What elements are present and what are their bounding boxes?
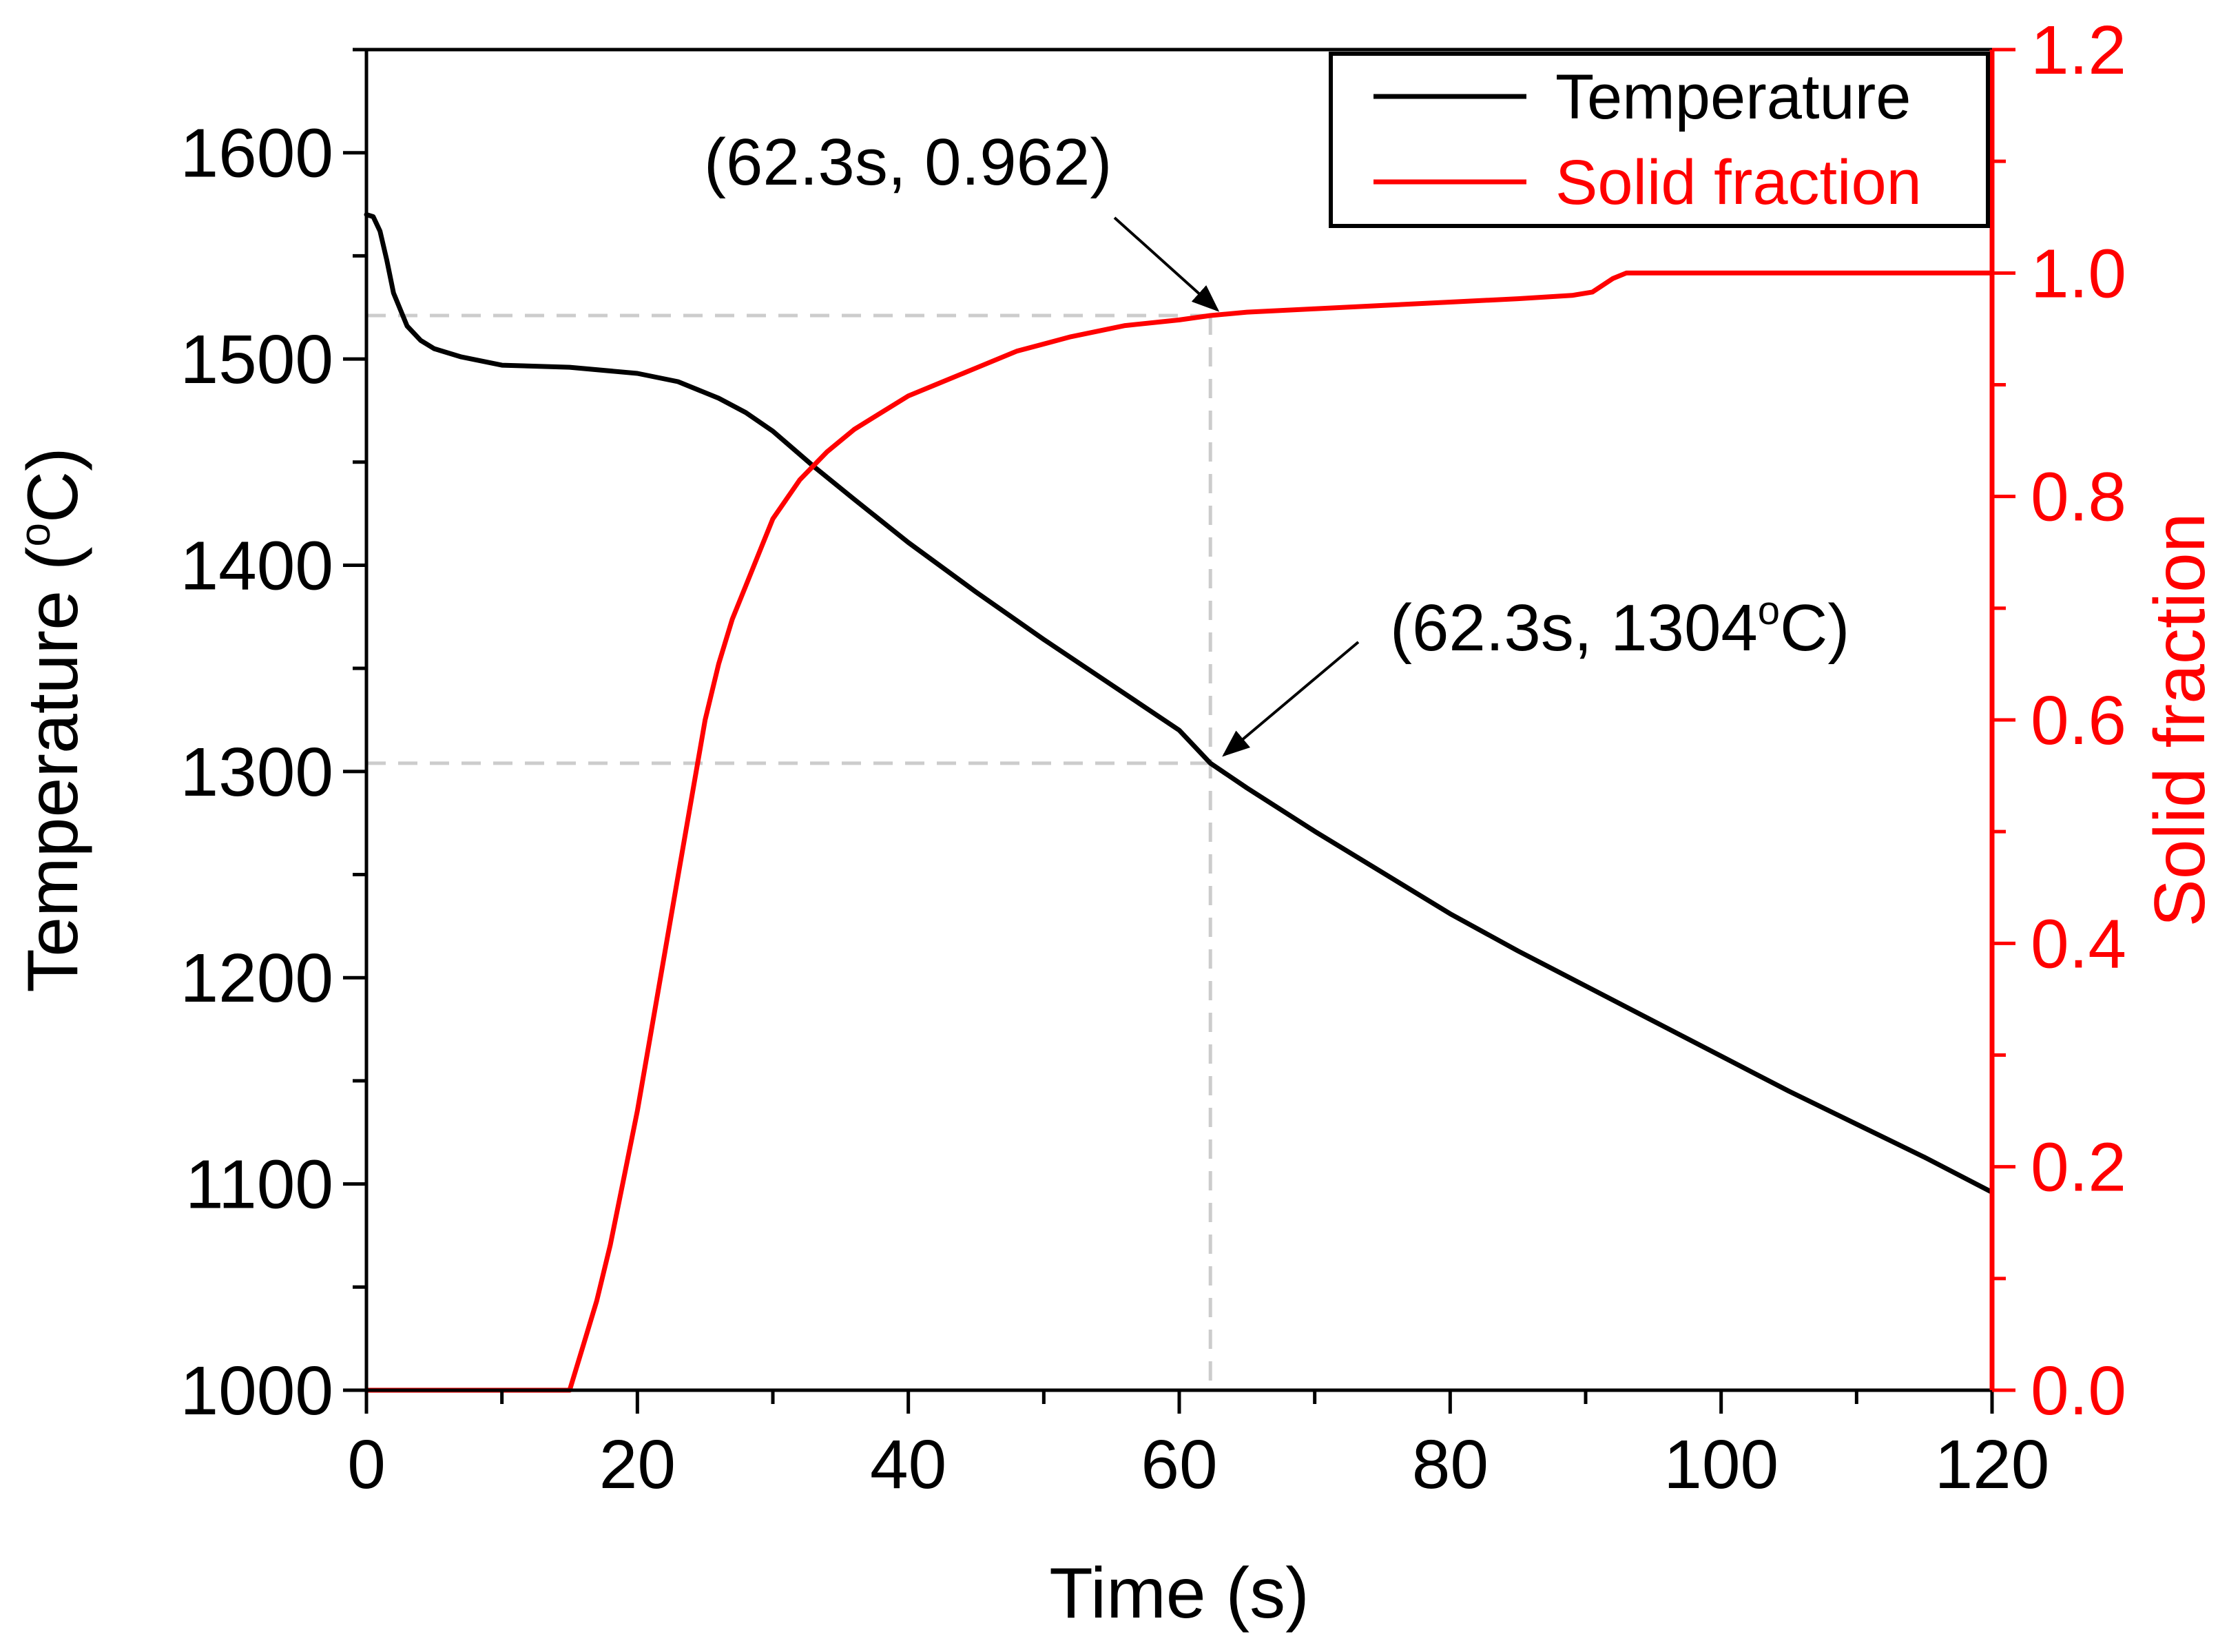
y-left-tick-label: 1000 [180,1352,333,1429]
legend-label-temperature: Temperature [1555,62,1911,132]
annotation-temperature-end: C) [1780,591,1849,665]
y-right-tick-label: 1.2 [2031,12,2126,89]
y-left-title-main: Temperature ( [13,546,93,993]
arrow-solid-fraction [1113,216,1220,312]
plot-area [364,48,1995,1393]
y-right-tick-label: 0.2 [2031,1129,2126,1206]
series-line-temperature [364,212,1995,1195]
y-right-tick-label: 0.4 [2031,905,2126,982]
annotation-temperature: (62.3s, 1304oC) [1390,588,1849,665]
annotations: (62.3s, 0.962) (62.3s, 1304oC) [704,125,1849,757]
x-tick-label: 0 [347,1426,386,1503]
y-right-tick-label: 0.6 [2031,682,2126,759]
y-left-tick-label: 1200 [180,940,333,1017]
x-tick-label: 120 [1935,1426,2050,1503]
y-right-tick-label: 0.0 [2031,1352,2126,1429]
x-tick-label: 20 [599,1426,676,1503]
legend-box [1329,52,1990,228]
y-left-title-degree: o [12,523,59,546]
x-tick-label: 100 [1663,1426,1779,1503]
legend: Temperature Solid fraction [1329,52,1990,228]
x-axis: 0 20 40 60 80 100 120 [347,1390,2049,1503]
axes: 0 20 40 60 80 100 120 1000 1100 1200 1300 1400 1500… [180,12,2126,1503]
y-left-tick-label: 1300 [180,734,333,811]
annotation-arrows [1113,216,1360,757]
y-right-tick-label: 0.8 [2031,459,2126,536]
y-axis-left: 1000 1100 1200 1300 1400 1500 1600 [180,48,366,1429]
annotation-temperature-degree: o [1758,588,1780,633]
y-left-tick-label: 1100 [185,1146,333,1223]
y-axis-left-title: Temperature (oC) [12,447,93,993]
annotation-temperature-main: (62.3s, 1304 [1390,591,1758,665]
y-axis-right: 0.0 0.2 0.4 0.6 0.8 1.0 1.2 [1989,12,2126,1429]
y-left-tick-label: 1400 [180,527,333,604]
axis-titles: Time (s) Temperature (oC) Solid fraction [12,447,2220,1633]
legend-label-solid-fraction: Solid fraction [1555,147,1922,218]
arrow-temperature [1222,641,1360,757]
y-left-tick-label: 1500 [180,321,333,398]
y-right-tick-label: 1.0 [2031,235,2126,312]
series-layer [364,212,1995,1393]
y-axis-right-title: Solid fraction [2140,513,2220,927]
y-left-tick-label: 1600 [180,115,333,192]
x-tick-label: 80 [1412,1426,1489,1503]
annotation-solid-fraction: (62.3s, 0.962) [704,125,1112,199]
x-axis-title: Time (s) [1049,1553,1309,1633]
x-tick-label: 60 [1141,1426,1217,1503]
y-left-title-end: C) [13,447,93,523]
series-line-solid-fraction [364,270,1995,1393]
plot-frame [364,48,1994,1392]
x-tick-label: 40 [870,1426,946,1503]
reference-lines [366,313,1212,1390]
